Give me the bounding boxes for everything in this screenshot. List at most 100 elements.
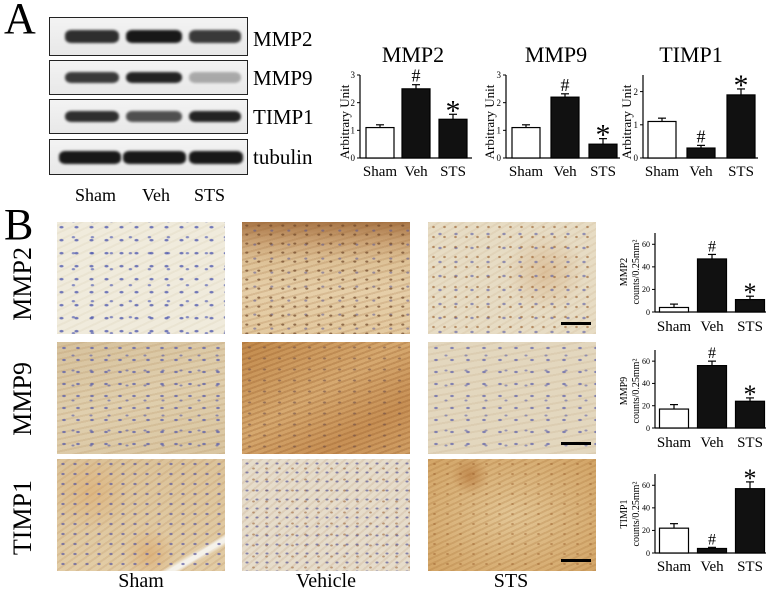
blot-band: [123, 150, 186, 164]
scale-bar: [561, 442, 591, 445]
bar-sham: [658, 408, 690, 429]
y-axis-label: counts/0.25mm²: [631, 482, 642, 547]
category-label: Veh: [700, 319, 724, 335]
y-tick-label: 2: [497, 98, 502, 108]
y-axis-label: MMP2: [619, 258, 630, 286]
significance-mark: *: [734, 69, 749, 102]
y-tick-label: 1: [351, 125, 356, 135]
significance-mark: #: [708, 345, 716, 362]
bar-sts: [438, 118, 468, 159]
row-label: TIMP1: [8, 480, 37, 556]
y-axis-label: counts/0.25mm²: [631, 240, 642, 305]
y-tick-label: 0: [646, 308, 650, 317]
y-tick-label: 0: [497, 153, 502, 163]
chart-a-timp1: TIMP1 Arbitrary Unit 0 1 2 Sham Veh # STS *: [619, 42, 758, 180]
y-tick-label: 1: [634, 120, 639, 130]
blot-label: TIMP1: [253, 105, 314, 129]
y-tick-label: 20: [642, 402, 650, 411]
column-label: Vehicle: [296, 570, 356, 592]
bar-sham: [658, 306, 690, 313]
chart-title: MMP2: [382, 42, 444, 67]
y-axis-label: Arbitrary Unit: [337, 84, 352, 159]
y-tick-label: 1: [497, 125, 502, 135]
y-tick-label: 0: [646, 424, 650, 433]
significance-mark: #: [708, 238, 716, 255]
blot-band: [189, 111, 241, 122]
western-blot-tubulin: [49, 139, 248, 175]
bar-sts: [734, 298, 766, 313]
category-label: Sham: [645, 164, 680, 180]
western-blot-mmp2: [49, 17, 248, 56]
chart-a-mmp9: MMP9 Arbitrary Unit 0 1 2 3 Sham Veh # STS *: [482, 42, 620, 180]
significance-mark: #: [412, 66, 421, 86]
column-label: Sham: [118, 570, 164, 592]
histology-mmp2-sts: [428, 222, 596, 334]
bar-veh: [686, 147, 716, 159]
lane-label: Veh: [142, 185, 170, 205]
blot-label: MMP9: [253, 66, 313, 90]
histology-mmp2-sham: [57, 222, 225, 334]
bar-veh: [696, 365, 728, 429]
chart-b-mmp9: MMP9 counts/0.25mm² 0 20 40 60 Sham Veh # STS *: [619, 345, 766, 451]
y-tick-label: 60: [642, 357, 650, 366]
histology-timp1-sts: [428, 459, 596, 571]
column-label: STS: [493, 570, 529, 592]
bar-sts: [734, 488, 766, 554]
y-tick-label: 0: [351, 153, 356, 163]
lane-label: Sham: [75, 185, 117, 205]
blot-band: [65, 111, 119, 122]
western-blot-mmp9: [49, 60, 248, 95]
significance-mark: *: [744, 464, 757, 493]
y-tick-label: 2: [351, 98, 356, 108]
category-label: Veh: [700, 559, 724, 575]
significance-mark: #: [561, 75, 570, 95]
category-label: STS: [590, 164, 616, 180]
bar-veh: [401, 88, 431, 159]
category-label: Sham: [509, 164, 544, 180]
category-label: STS: [440, 164, 466, 180]
category-label: Veh: [700, 435, 724, 451]
panel-letter-a: A: [4, 0, 36, 43]
chart-title: MMP9: [525, 42, 587, 67]
blot-band: [126, 111, 182, 122]
bar-sham: [647, 120, 677, 159]
category-label: STS: [737, 435, 763, 451]
histology-mmp9-sts: [428, 342, 596, 454]
y-tick-label: 2: [634, 87, 639, 97]
histology-mmp2-vehicle: [242, 222, 410, 334]
blot-band: [65, 72, 119, 83]
bar-sham: [511, 126, 541, 159]
significance-mark: *: [446, 94, 461, 127]
y-axis-label: Arbitrary Unit: [482, 84, 497, 159]
blot-band: [189, 150, 243, 164]
y-axis-label: Arbitrary Unit: [619, 84, 634, 159]
histology-timp1-vehicle: [242, 459, 410, 571]
significance-mark: *: [596, 119, 611, 152]
significance-mark: *: [744, 380, 757, 409]
western-blot-timp1: [49, 99, 248, 134]
blot-band: [126, 30, 182, 43]
blot-band: [189, 72, 241, 83]
blot-label: MMP2: [253, 27, 313, 51]
category-label: Veh: [553, 164, 577, 180]
bar-veh: [550, 96, 580, 159]
category-label: Sham: [657, 319, 692, 335]
chart-b-mmp2: MMP2 counts/0.25mm² 0 20 40 60 Sham Veh # STS *: [619, 233, 766, 335]
category-label: STS: [737, 559, 763, 575]
y-tick-label: 60: [642, 481, 650, 490]
category-label: Sham: [363, 164, 398, 180]
bar-sts: [726, 94, 756, 159]
y-tick-label: 3: [351, 70, 356, 80]
bar-sham: [658, 527, 690, 554]
histology-mmp9-vehicle: [242, 342, 410, 454]
y-tick-label: 20: [642, 526, 650, 535]
row-label: MMP9: [8, 362, 37, 436]
bar-veh: [696, 547, 728, 554]
panel-letter-b: B: [4, 200, 34, 249]
category-label: STS: [728, 164, 754, 180]
bar-sham: [365, 126, 395, 159]
category-label: Sham: [657, 435, 692, 451]
chart-title: TIMP1: [659, 42, 723, 67]
